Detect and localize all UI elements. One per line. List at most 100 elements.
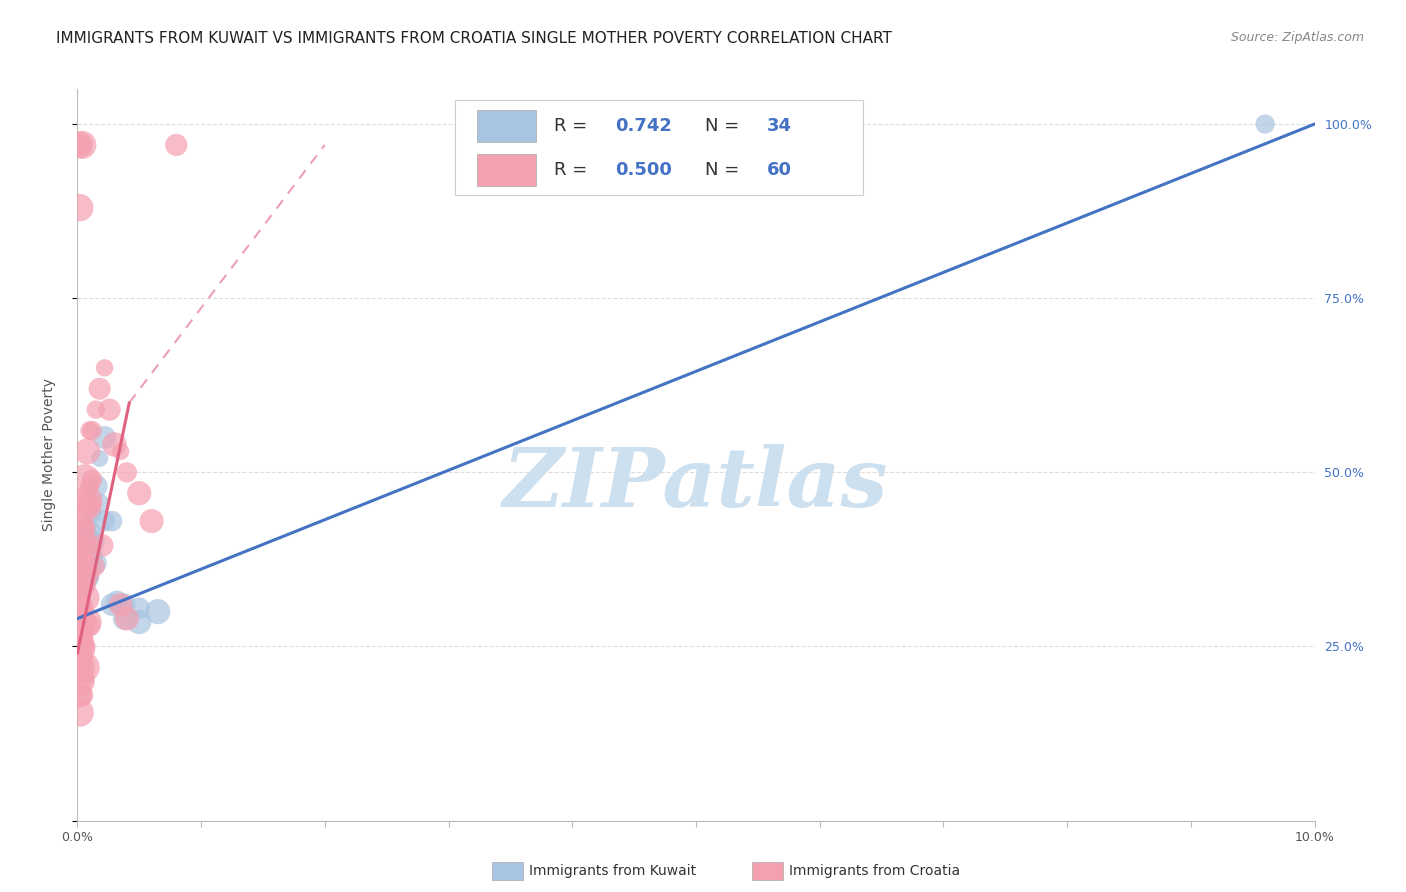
Point [98,402,121,417]
Text: IMMIGRANTS FROM KUWAIT VS IMMIGRANTS FROM CROATIA SINGLE MOTHER POVERTY CORRELAT: IMMIGRANTS FROM KUWAIT VS IMMIGRANTS FRO… [56,31,893,46]
Point [72,563,94,577]
Point [93,360,115,375]
Text: 0.742: 0.742 [616,117,672,135]
Point [79,559,101,574]
Point [72,532,94,546]
Point [115,612,138,626]
Point [1254,117,1277,131]
Point [69,688,91,702]
Point [69,643,91,657]
Point [69,706,91,720]
Point [69,137,91,152]
FancyBboxPatch shape [477,153,536,186]
Point [105,594,128,608]
Point [112,612,135,626]
Point [101,598,124,612]
Text: R =: R = [554,161,593,178]
Text: Immigrants from Kuwait: Immigrants from Kuwait [529,863,696,878]
Point [84,556,107,570]
Text: ZIPatlas: ZIPatlas [503,444,889,524]
Point [128,486,150,500]
Point [72,576,94,591]
Point [72,556,94,570]
Point [69,601,91,615]
Text: N =: N = [704,161,745,178]
Point [69,583,91,598]
Point [93,430,115,444]
Point [76,541,98,556]
Point [69,566,91,581]
Point [70,137,93,152]
Point [79,479,101,493]
Point [76,615,98,629]
Point [141,514,163,528]
Point [89,382,111,396]
Point [82,535,104,549]
Y-axis label: Single Mother Poverty: Single Mother Poverty [42,378,56,532]
Point [73,660,96,674]
Point [73,541,96,556]
Point [146,605,169,619]
Point [73,566,96,581]
Point [69,539,91,553]
Point [79,424,101,438]
Point [91,539,114,553]
Point [72,507,94,521]
Point [72,574,94,588]
Point [165,137,187,152]
Point [72,688,94,702]
Point [69,629,91,643]
Point [72,545,94,559]
Point [73,521,96,535]
Point [79,524,101,539]
Point [110,598,132,612]
Point [69,549,91,563]
Point [72,671,94,685]
Point [69,552,91,566]
Point [76,532,98,546]
Point [79,497,101,511]
FancyBboxPatch shape [477,110,536,142]
Point [69,570,91,584]
Point [128,601,150,615]
Point [72,653,94,667]
Point [76,549,98,563]
Point [73,497,96,511]
Point [69,576,91,591]
Point [69,615,91,629]
Point [73,541,96,556]
Point [79,618,101,632]
Point [73,591,96,605]
Point [69,674,91,689]
Point [73,566,96,581]
Point [89,451,111,466]
Point [73,521,96,535]
Point [110,444,132,458]
Text: 60: 60 [766,161,792,178]
Point [72,556,94,570]
Point [79,500,101,515]
Point [72,137,94,152]
Text: Immigrants from Croatia: Immigrants from Croatia [789,863,960,878]
Point [69,660,91,674]
Point [73,640,96,654]
Point [76,444,98,458]
Point [115,466,138,480]
Point [72,636,94,650]
Point [69,521,91,535]
Text: 0.500: 0.500 [616,161,672,178]
Point [84,402,107,417]
Point [101,514,124,528]
Point [82,424,104,438]
Point [82,507,104,521]
Point [76,493,98,508]
Point [73,472,96,486]
Point [72,598,94,612]
Text: R =: R = [554,117,593,135]
Point [103,437,125,451]
Text: 34: 34 [766,117,792,135]
Point [84,479,107,493]
Point [128,615,150,629]
FancyBboxPatch shape [454,100,863,195]
Text: Source: ZipAtlas.com: Source: ZipAtlas.com [1230,31,1364,45]
